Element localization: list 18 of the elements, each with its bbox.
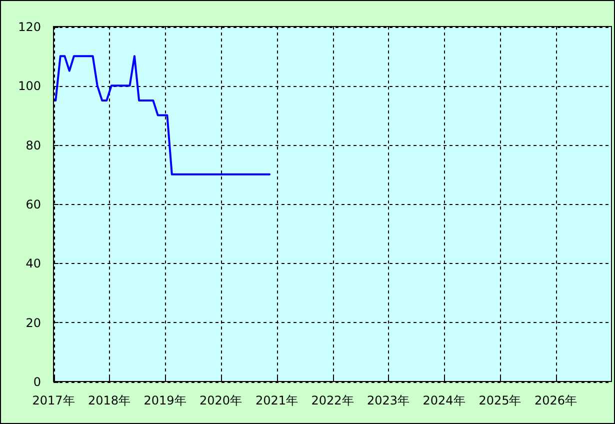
x-tick-label: 2026年 <box>534 394 578 408</box>
x-tick-label: 2017年 <box>32 394 75 408</box>
x-tick-label: 2020年 <box>200 394 242 408</box>
x-tick-label: 2019年 <box>144 394 186 408</box>
y-tick-label: 40 <box>26 256 41 271</box>
y-tick-label: 100 <box>18 79 41 94</box>
x-tick-label: 2025年 <box>478 394 522 408</box>
line-series <box>54 55 271 176</box>
x-tick-label: 2018年 <box>88 394 131 408</box>
y-tick-label: 60 <box>26 198 41 212</box>
y-tick-label: 120 <box>18 20 41 34</box>
x-tick-label: 2023年 <box>366 394 410 408</box>
x-tick-label: 2024年 <box>422 394 466 408</box>
x-tick-label: 2022年 <box>311 394 354 408</box>
y-tick-label: 0 <box>33 375 41 389</box>
y-tick-label: 80 <box>26 138 41 152</box>
x-tick-label: 2021年 <box>255 394 298 408</box>
y-tick-label: 20 <box>26 316 41 330</box>
